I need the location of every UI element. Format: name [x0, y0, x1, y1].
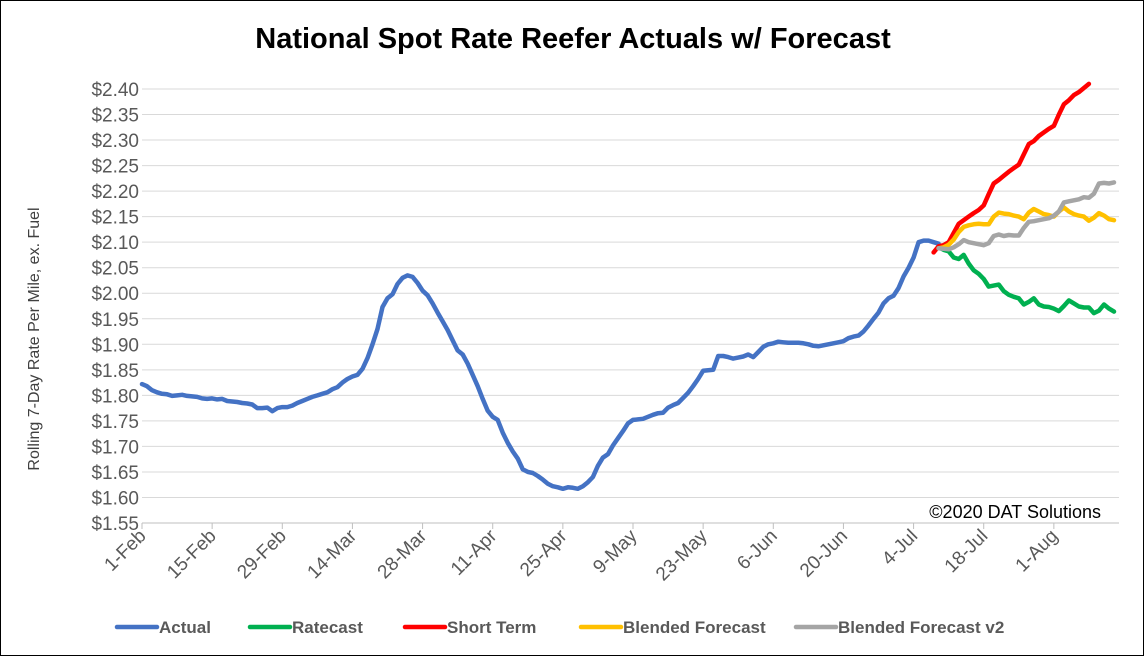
chart-title: National Spot Rate Reefer Actuals w/ For…	[255, 23, 891, 55]
x-tick-label: 25-Apr	[516, 525, 572, 581]
gridlines	[142, 88, 1119, 498]
x-tick-label: 15-Feb	[163, 526, 220, 583]
y-tick-label: $2.15	[91, 208, 139, 229]
x-tick-label: 11-Apr	[447, 525, 502, 580]
x-tick-label: 29-Feb	[233, 526, 290, 583]
y-tick-label: $1.70	[91, 437, 139, 458]
series-line-ratecast	[936, 245, 1117, 316]
x-tick-label: 14-Mar	[304, 525, 362, 583]
series-line-short-term	[931, 81, 1092, 255]
y-tick-label: $2.30	[91, 131, 139, 152]
y-axis-label: Rolling 7-Day Rate Per Mile, ex. Fuel	[26, 207, 43, 470]
x-tick-label: 28-Mar	[374, 525, 432, 583]
y-tick-label: $1.85	[91, 361, 139, 382]
x-tick-label: 23-May	[652, 525, 712, 585]
legend-label: Short Term	[447, 618, 536, 637]
legend-label: Actual	[159, 618, 211, 637]
x-tick-label: 6-Jun	[733, 526, 781, 574]
y-tick-label: $1.60	[91, 488, 139, 509]
y-tick-label: $2.20	[91, 182, 139, 203]
y-tick-label: $1.90	[91, 335, 139, 356]
legend: Actual Ratecast Short Term Blended Forecast…	[114, 618, 1004, 637]
y-tick-label: $1.75	[91, 412, 139, 433]
legend-label: Blended Forecast	[623, 618, 766, 637]
legend-item-short-term: Short Term	[402, 618, 536, 637]
x-tick-label: 18-Jul	[941, 526, 992, 577]
x-tick-label: 4-Jul	[878, 526, 922, 570]
y-tick-label: $2.10	[91, 233, 139, 254]
series-line-blended-forecast	[936, 205, 1117, 251]
y-tick-label: $1.55	[91, 514, 139, 535]
x-axis-ticks: 1-Feb 15-Feb 29-Feb 14-Mar 28-Mar 11-Apr 25-Ap…	[101, 523, 1063, 585]
legend-item-blended-forecast: Blended Forecast	[578, 618, 766, 637]
series-line-actual	[139, 238, 941, 492]
y-tick-label: $1.65	[91, 463, 139, 484]
y-tick-label: $1.80	[91, 386, 139, 407]
x-tick-label: 1-Aug	[1012, 526, 1063, 577]
legend-item-actual: Actual	[114, 618, 211, 637]
series-line-blended-forecast-v2	[936, 180, 1117, 252]
y-tick-label: $2.05	[91, 259, 139, 280]
legend-item-blended-forecast-v2: Blended Forecast v2	[793, 618, 1004, 637]
series-lines	[139, 81, 1117, 492]
copyright-note: ©2020 DAT Solutions	[929, 502, 1101, 522]
legend-label: Blended Forecast v2	[838, 618, 1004, 637]
y-tick-label: $2.35	[91, 106, 139, 127]
legend-item-ratecast: Ratecast	[247, 618, 363, 637]
y-tick-label: $2.00	[91, 284, 139, 305]
y-tick-label: $2.25	[91, 157, 139, 178]
x-tick-label: 20-Jun	[796, 526, 852, 582]
legend-label: Ratecast	[292, 618, 363, 637]
y-tick-label: $2.40	[91, 80, 139, 101]
y-axis-ticks: $1.55 $1.60 $1.65 $1.70 $1.75 $1.80 $1.85 $1.90…	[91, 80, 139, 535]
x-tick-label: 9-May	[589, 525, 642, 578]
y-tick-label: $1.95	[91, 310, 139, 331]
